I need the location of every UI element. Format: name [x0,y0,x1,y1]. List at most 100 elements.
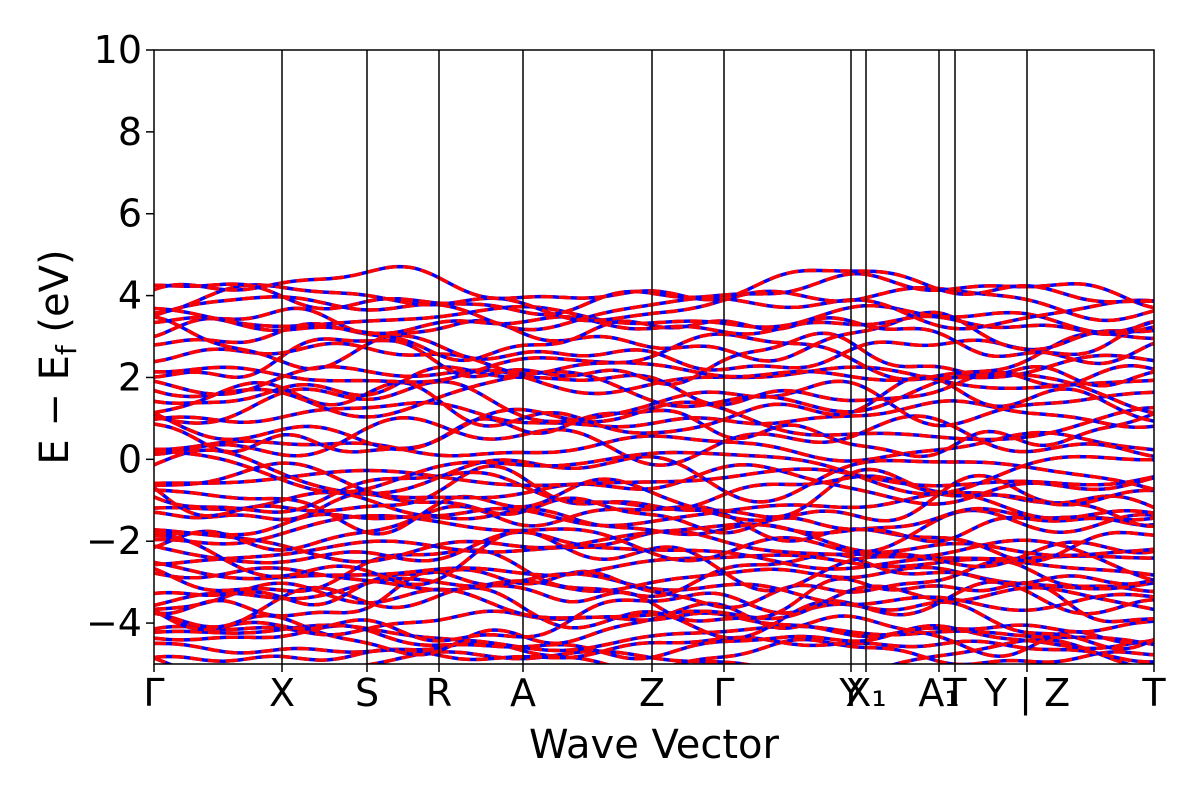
y-tick-label: −4 [86,601,142,645]
y-axis-title-subscript: f [50,344,83,355]
band-line [154,635,1154,664]
band-line-dashed [154,379,1154,428]
y-axis: −4 −2 0 2 4 6 8 10 [86,28,154,645]
band-line [154,559,1154,610]
band-line-dashed [154,581,1154,621]
x-tick-label: Z [639,671,665,715]
band-line [154,473,1154,536]
band-line-dashed [154,414,1154,467]
band-line [154,331,1154,388]
band-line [154,506,1154,537]
y-axis-title: E − Ef (eV) [32,249,83,464]
band-line-dashed [154,490,1154,528]
band-line [154,572,1154,613]
band-line-dashed [154,570,1154,624]
band-line-dashed [154,306,1154,363]
band-line [154,467,1154,488]
band-line [154,449,1154,496]
band-line [154,581,1154,621]
x-tick-label: A [510,671,536,715]
band-line-dashed [154,635,1154,664]
band-line-dashed [154,601,1154,658]
band-line-dashed [154,506,1154,537]
band-line [154,414,1154,467]
band-line-dashed [154,449,1154,496]
band-line-dashed [154,591,1154,651]
band-line-dashed [154,364,1154,407]
band-line [154,623,1154,653]
band-line [154,448,1154,504]
band-line-dashed [154,303,1154,335]
band-line [154,548,1154,599]
band-line [154,271,1154,317]
y-tick-label: 6 [118,192,142,236]
band-line-dashed [154,271,1154,317]
band-line-dashed [154,539,1154,571]
y-axis-title-main: E − E [32,355,78,465]
x-tick-label: T [942,671,967,715]
x-tick-label: Y | Z [983,671,1070,716]
band-line-dashed [154,331,1154,388]
x-tick-label: X₁ [845,671,886,715]
band-lines [154,264,1154,664]
band-line [154,400,1154,452]
x-tick-label: Γ [713,671,734,715]
band-line [154,379,1154,428]
y-tick-label: 2 [118,355,142,399]
band-line [154,609,1154,639]
band-line-dashed [154,467,1154,488]
band-line-dashed [154,331,1154,382]
band-line [154,539,1154,571]
x-tick-label: A₁ [918,671,959,715]
band-line-dashed [154,353,1154,384]
band-line [154,364,1154,407]
y-tick-label: −2 [86,519,142,563]
band-line [154,310,1154,371]
band-line-dashed [154,370,1154,419]
band-line-dashed [154,314,1154,337]
band-line-dashed [154,464,1154,529]
y-axis-title-unit: (eV) [32,249,78,345]
band-line [154,461,1154,506]
band-line [154,306,1154,363]
x-tick-label: Y [838,671,863,715]
band-line-dashed [154,623,1154,653]
y-tick-label: 10 [94,28,142,72]
x-tick-label: R [426,671,452,715]
band-line [154,570,1154,624]
x-tick-label: X [269,671,295,715]
x-tick-label: S [355,671,379,715]
band-line [154,470,1154,514]
band-line [154,283,1154,323]
band-line-dashed [154,572,1154,613]
band-line-dashed [154,504,1154,564]
band-line-dashed [154,548,1154,599]
y-tick-label: 4 [118,274,142,318]
band-line-dashed [154,448,1154,504]
band-line [154,374,1154,435]
band-line-dashed [154,609,1154,639]
band-line-dashed [154,400,1154,452]
band-line-dashed [154,559,1154,610]
x-tick-label: T [1141,671,1166,715]
band-line [154,264,1154,304]
band-line [154,295,1154,332]
band-line-dashed [154,461,1154,506]
band-line-dashed [154,374,1154,435]
band-line [154,490,1154,528]
band-line [154,591,1154,651]
band-line [154,353,1154,384]
y-tick-label: 0 [118,437,142,481]
band-line [154,331,1154,382]
band-line-dashed [154,637,1154,664]
band-line-dashed [154,283,1154,323]
band-line-dashed [154,580,1154,640]
band-line-dashed [154,473,1154,536]
band-line-dashed [154,470,1154,514]
band-line [154,637,1154,664]
x-tick-label: Γ [143,671,164,715]
band-line-dashed [154,310,1154,371]
band-line-dashed [154,508,1154,563]
